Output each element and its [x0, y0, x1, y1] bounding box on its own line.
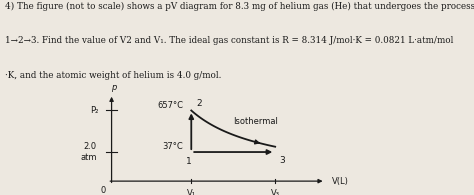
- Text: p: p: [111, 83, 116, 92]
- Text: 37°C: 37°C: [162, 142, 183, 151]
- Text: ·K, and the atomic weight of helium is 4.0 g/mol.: ·K, and the atomic weight of helium is 4…: [5, 71, 221, 80]
- Text: 2: 2: [197, 99, 202, 108]
- Text: Isothermal: Isothermal: [234, 117, 278, 126]
- Text: 1→2→3. Find the value of V2 and V₁. The ideal gas constant is R = 8.314 J/mol·K : 1→2→3. Find the value of V2 and V₁. The …: [5, 36, 453, 45]
- Text: 657°C: 657°C: [157, 101, 183, 110]
- Text: 0: 0: [100, 186, 106, 195]
- Text: 4) The figure (not to scale) shows a pV diagram for 8.3 mg of helium gas (He) th: 4) The figure (not to scale) shows a pV …: [5, 2, 474, 11]
- Text: V(L): V(L): [332, 177, 349, 186]
- Text: V₃: V₃: [271, 189, 280, 195]
- Text: 3: 3: [279, 156, 285, 165]
- Text: P₂: P₂: [91, 106, 99, 115]
- Text: 1: 1: [186, 157, 192, 166]
- Text: 2.0
atm: 2.0 atm: [81, 142, 97, 162]
- Text: V₁: V₁: [187, 189, 196, 195]
